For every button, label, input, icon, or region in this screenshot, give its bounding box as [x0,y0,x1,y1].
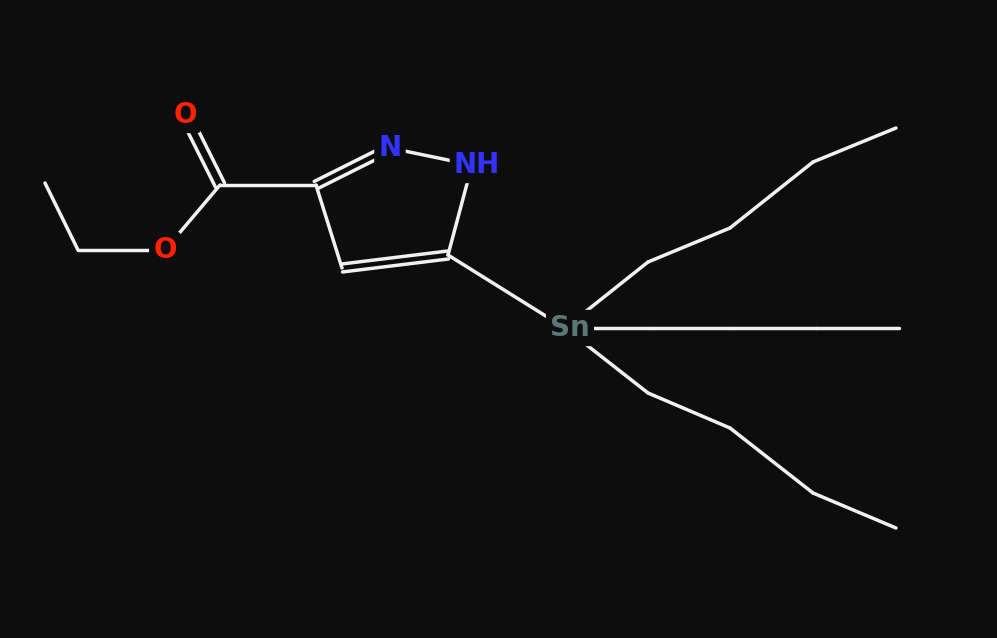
Text: NH: NH [454,151,500,179]
Text: N: N [379,134,402,162]
Text: Sn: Sn [550,314,590,342]
Text: O: O [173,101,196,129]
Text: O: O [154,236,176,264]
